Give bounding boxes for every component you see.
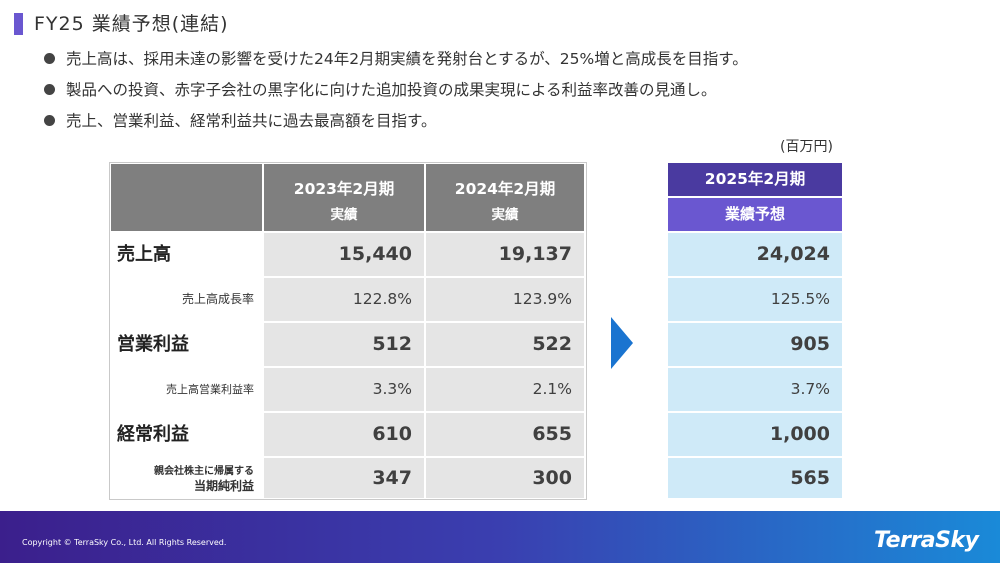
cell-growth-2024: 123.9% xyxy=(426,278,584,321)
cell-net-income-2023: 347 xyxy=(264,458,424,498)
row-label-line2: 当期純利益 xyxy=(193,479,254,493)
row-label-revenue-growth: 売上高成長率 xyxy=(111,278,262,321)
header-period: 2024年2月期 xyxy=(454,180,556,198)
cell-revenue-2025: 24,024 xyxy=(668,233,842,276)
unit-label: (百万円) xyxy=(780,139,833,155)
cell-growth-2023: 122.8% xyxy=(264,278,424,321)
cell-op-margin-2025: 3.7% xyxy=(668,368,842,411)
cell-net-income-2025: 565 xyxy=(668,458,842,498)
footer-band xyxy=(0,511,1000,563)
header-fy2024: 2024年2月期 実績 xyxy=(426,164,584,231)
cell-ordinary-2025: 1,000 xyxy=(668,413,842,456)
cell-revenue-2024: 19,137 xyxy=(426,233,584,276)
cell-op-profit-2024: 522 xyxy=(426,323,584,366)
cell-net-income-2024: 300 xyxy=(426,458,584,498)
bullet-list: 売上高は、採用未達の影響を受けた24年2月期実績を発射台とするが、25%増と高成… xyxy=(44,48,748,141)
cell-ordinary-2023: 610 xyxy=(264,413,424,456)
cell-op-profit-2023: 512 xyxy=(264,323,424,366)
title-accent-bar xyxy=(14,13,23,35)
cell-op-profit-2025: 905 xyxy=(668,323,842,366)
cell-op-margin-2024: 2.1% xyxy=(426,368,584,411)
row-label-line1: 親会社株主に帰属する xyxy=(154,466,254,477)
header-kind: 実績 xyxy=(491,207,519,223)
bullet-text: 製品への投資、赤字子会社の黒字化に向けた追加投資の成果実現による利益率改善の見通… xyxy=(66,81,717,99)
forecast-header-kind: 業績予想 xyxy=(668,198,842,231)
bullet-dot-icon xyxy=(44,53,55,64)
cell-growth-2025: 125.5% xyxy=(668,278,842,321)
slide-title: FY25 業績予想(連結) xyxy=(34,13,229,35)
cell-revenue-2023: 15,440 xyxy=(264,233,424,276)
results-table: 2023年2月期 実績 2024年2月期 実績 売上高 15,440 19,13… xyxy=(109,162,587,500)
bullet-item: 製品への投資、赤字子会社の黒字化に向けた追加投資の成果実現による利益率改善の見通… xyxy=(44,79,748,110)
bullet-dot-icon xyxy=(44,115,55,126)
bullet-text: 売上高は、採用未達の影響を受けた24年2月期実績を発射台とするが、25%増と高成… xyxy=(66,50,748,68)
forecast-header-period: 2025年2月期 xyxy=(668,163,842,196)
header-period: 2023年2月期 xyxy=(293,180,395,198)
row-label-net-income: 親会社株主に帰属する 当期純利益 xyxy=(111,458,262,498)
row-label-ordinary-profit: 経常利益 xyxy=(111,413,262,456)
cell-ordinary-2024: 655 xyxy=(426,413,584,456)
header-blank-cell xyxy=(111,164,262,231)
bullet-dot-icon xyxy=(44,84,55,95)
header-fy2023: 2023年2月期 実績 xyxy=(264,164,424,231)
bullet-item: 売上高は、採用未達の影響を受けた24年2月期実績を発射台とするが、25%増と高成… xyxy=(44,48,748,79)
row-label-operating-profit: 営業利益 xyxy=(111,323,262,366)
right-arrow-icon xyxy=(611,317,633,369)
terrasky-logo: TerraSky xyxy=(874,528,979,553)
bullet-text: 売上、営業利益、経常利益共に過去最高額を目指す。 xyxy=(66,112,437,130)
cell-op-margin-2023: 3.3% xyxy=(264,368,424,411)
row-label-revenue: 売上高 xyxy=(111,233,262,276)
bullet-item: 売上、営業利益、経常利益共に過去最高額を目指す。 xyxy=(44,110,748,141)
copyright-text: Copyright © TerraSky Co., Ltd. All Right… xyxy=(22,538,227,547)
header-kind: 実績 xyxy=(330,207,358,223)
row-label-op-margin: 売上高営業利益率 xyxy=(111,368,262,411)
